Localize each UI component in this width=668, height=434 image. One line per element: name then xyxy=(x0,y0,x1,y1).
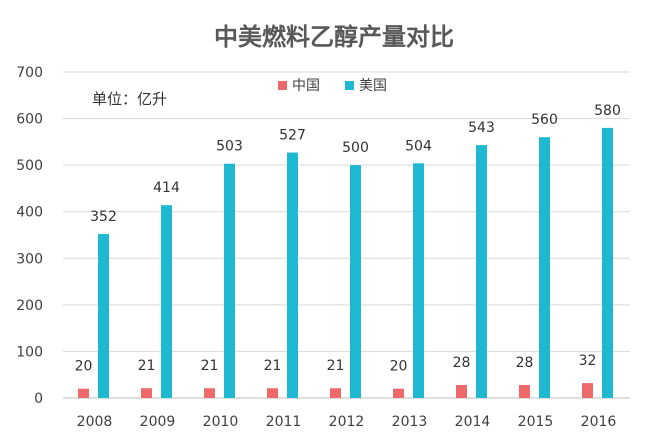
y-axis: 0 100 200 300 400 500 600 700 xyxy=(16,65,43,407)
bar-china-2012 xyxy=(330,388,341,398)
bar-usa-2012 xyxy=(350,165,361,398)
x-tick-label: 2011 xyxy=(266,414,302,430)
y-tick-label: 200 xyxy=(16,298,43,314)
data-label-usa-2011: 527 xyxy=(279,128,306,144)
data-labels: 20 352 21 414 21 503 21 527 21 500 20 504 28 543 28 560… xyxy=(75,103,621,375)
y-tick-label: 300 xyxy=(16,251,43,267)
data-label-usa-2013: 504 xyxy=(405,138,432,154)
data-label-china-2013: 20 xyxy=(390,359,408,375)
bar-china-2008 xyxy=(78,388,89,398)
bar-china-2016 xyxy=(582,383,593,398)
bar-china-2013 xyxy=(393,388,404,398)
bar-china-2015 xyxy=(519,384,530,398)
bar-china-2011 xyxy=(267,388,278,398)
x-axis: 2008 2009 2010 2011 2012 2013 2014 2015 2016 xyxy=(77,414,617,430)
legend-label-china: 中国 xyxy=(292,78,320,94)
bar-china-2010 xyxy=(204,388,215,398)
bars xyxy=(78,127,613,398)
bar-usa-2014 xyxy=(476,145,487,398)
bar-usa-2009 xyxy=(161,205,172,398)
x-tick-label: 2008 xyxy=(77,414,113,430)
data-label-china-2012: 21 xyxy=(327,358,345,374)
gridlines xyxy=(63,71,630,399)
y-tick-label: 100 xyxy=(16,344,43,360)
bar-usa-2016 xyxy=(602,127,613,398)
legend-label-usa: 美国 xyxy=(359,78,387,94)
x-tick-label: 2015 xyxy=(518,414,554,430)
bar-usa-2015 xyxy=(539,137,550,398)
y-tick-label: 400 xyxy=(16,205,43,221)
x-tick-label: 2014 xyxy=(455,414,491,430)
data-label-china-2015: 28 xyxy=(516,355,534,371)
data-label-china-2008: 20 xyxy=(75,359,93,375)
legend: 中国 美国 xyxy=(278,78,387,94)
data-label-china-2009: 21 xyxy=(138,358,156,374)
y-tick-label: 500 xyxy=(16,158,43,174)
chart-title: 中美燃料乙醇产量对比 xyxy=(214,23,454,51)
x-tick-label: 2010 xyxy=(203,414,239,430)
unit-label: 单位：亿升 xyxy=(92,90,167,108)
x-tick-label: 2013 xyxy=(392,414,428,430)
data-label-usa-2012: 500 xyxy=(342,140,369,156)
legend-swatch-china xyxy=(278,81,287,90)
data-label-china-2010: 21 xyxy=(201,358,219,374)
legend-swatch-usa xyxy=(345,81,354,90)
data-label-usa-2010: 503 xyxy=(216,139,243,155)
bar-usa-2011 xyxy=(287,152,298,398)
x-tick-label: 2016 xyxy=(581,414,617,430)
data-label-usa-2009: 414 xyxy=(153,180,180,196)
bar-usa-2008 xyxy=(98,234,109,398)
data-label-usa-2015: 560 xyxy=(531,112,558,128)
data-label-china-2016: 32 xyxy=(579,353,597,369)
data-label-usa-2014: 543 xyxy=(468,120,495,136)
bar-china-2009 xyxy=(141,388,152,398)
y-tick-label: 0 xyxy=(34,391,43,407)
x-tick-label: 2012 xyxy=(329,414,365,430)
data-label-china-2014: 28 xyxy=(453,355,471,371)
x-tick-label: 2009 xyxy=(140,414,176,430)
y-tick-label: 700 xyxy=(16,65,43,81)
bar-usa-2010 xyxy=(224,163,235,398)
bar-china-2014 xyxy=(456,384,467,398)
y-tick-label: 600 xyxy=(16,112,43,128)
data-label-china-2011: 21 xyxy=(264,358,282,374)
data-label-usa-2016: 580 xyxy=(594,103,621,119)
bar-usa-2013 xyxy=(413,163,424,398)
data-label-usa-2008: 352 xyxy=(90,209,117,225)
